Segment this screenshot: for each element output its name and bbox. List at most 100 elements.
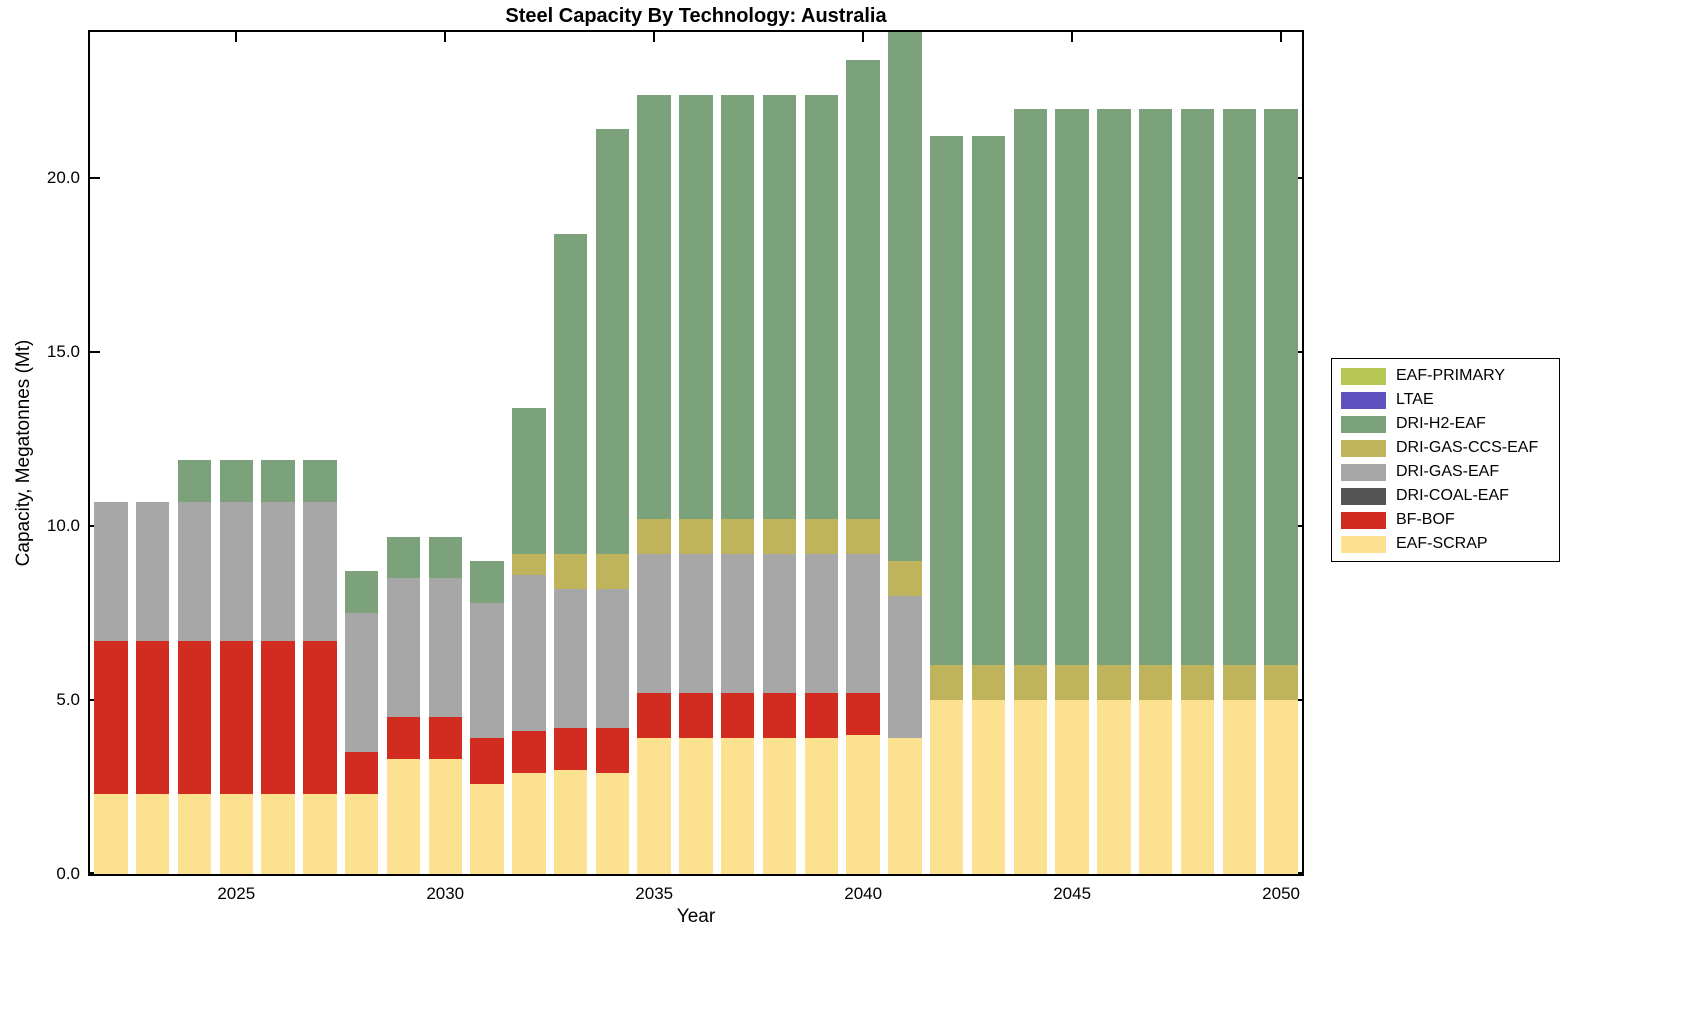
bar-2040 [846, 32, 880, 874]
bar-segment-eaf-scrap [344, 793, 379, 874]
bar-segment-dri-h2-eaf [428, 536, 462, 579]
x-tick-top [862, 32, 865, 42]
bar-segment-dri-gas-eaf [679, 553, 713, 694]
bar-2048 [1180, 32, 1215, 874]
bars-layer [90, 32, 1302, 874]
bar-segment-dri-h2-eaf [177, 459, 212, 502]
x-tick-label: 2030 [426, 884, 465, 903]
bar-segment-dri-gas-eaf [804, 553, 839, 694]
bar-2034 [595, 32, 630, 874]
bar-segment-dri-gas-ccs-eaf [888, 560, 922, 596]
bar-segment-dri-gas-ccs-eaf [1222, 665, 1256, 701]
bar-segment-eaf-scrap [721, 738, 755, 874]
bar-segment-dri-gas-eaf [846, 553, 880, 694]
bar-segment-dri-h2-eaf [1222, 108, 1256, 666]
bar-segment-eaf-scrap [177, 793, 212, 874]
legend-swatch-eaf-scrap [1341, 535, 1386, 553]
bar-segment-eaf-scrap [1139, 700, 1173, 874]
bar-segment-dri-gas-ccs-eaf [595, 553, 630, 589]
bar-segment-dri-gas-eaf [428, 578, 462, 718]
bar-segment-dri-gas-eaf [135, 501, 170, 641]
bar-2049 [1222, 32, 1256, 874]
y-tick-label: 15.0 [46, 342, 80, 362]
bar-segment-bf-bof [679, 693, 713, 739]
x-axis-label: Year [676, 906, 716, 927]
bar-segment-dri-gas-eaf [177, 501, 212, 641]
bar-segment-dri-gas-eaf [470, 602, 504, 739]
y-tick-label: 10.0 [46, 516, 80, 536]
bar-segment-dri-h2-eaf [1180, 108, 1215, 666]
legend-swatch-dri-coal-eaf [1341, 487, 1386, 505]
bar-2032 [512, 32, 546, 874]
bar-2042 [930, 32, 964, 874]
bar-segment-bf-bof [135, 640, 170, 794]
bar-2026 [261, 32, 295, 874]
bar-2039 [804, 32, 839, 874]
bar-segment-dri-h2-eaf [512, 407, 546, 554]
bar-segment-dri-gas-ccs-eaf [512, 553, 546, 575]
bar-segment-eaf-scrap [386, 759, 421, 874]
legend-label: DRI-GAS-CCS-EAF [1396, 439, 1539, 456]
legend-label: DRI-COAL-EAF [1396, 487, 1509, 504]
legend-swatch-bf-bof [1341, 511, 1386, 529]
legend-label: LTAE [1396, 391, 1434, 408]
bar-segment-dri-gas-ccs-eaf [846, 519, 880, 554]
bar-segment-bf-bof [470, 738, 504, 784]
legend-item-eaf-primary: EAF-PRIMARY [1341, 366, 1550, 386]
y-tick-label: 20.0 [46, 168, 80, 188]
bar-segment-eaf-scrap [804, 738, 839, 874]
x-tick-label: 2045 [1053, 884, 1092, 903]
bar-segment-dri-h2-eaf [1055, 108, 1089, 666]
bar-2027 [303, 32, 337, 874]
bar-2025 [219, 32, 253, 874]
bar-segment-dri-gas-eaf [261, 501, 295, 641]
bar-segment-dri-gas-ccs-eaf [762, 519, 797, 554]
x-tick-label: 2050 [1262, 884, 1300, 903]
bar-segment-eaf-scrap [1264, 700, 1298, 874]
legend-item-dri-h2-eaf: DRI-H2-EAF [1341, 414, 1550, 434]
bar-2029 [386, 32, 421, 874]
bar-segment-eaf-scrap [846, 734, 880, 874]
bar-segment-eaf-scrap [1222, 700, 1256, 874]
bar-segment-bf-bof [219, 640, 253, 794]
bar-2022 [94, 32, 128, 874]
bar-segment-dri-gas-eaf [219, 501, 253, 641]
bar-segment-dri-gas-ccs-eaf [721, 519, 755, 554]
x-tick-label: 2040 [844, 884, 883, 903]
legend-label: DRI-H2-EAF [1396, 415, 1486, 432]
bar-segment-dri-gas-eaf [637, 553, 671, 694]
y-tick-label: 0.0 [56, 864, 80, 883]
bar-segment-bf-bof [721, 693, 755, 739]
bar-segment-dri-h2-eaf [721, 94, 755, 520]
bar-segment-dri-h2-eaf [386, 536, 421, 579]
bar-segment-eaf-scrap [261, 793, 295, 874]
bar-segment-eaf-scrap [512, 773, 546, 874]
legend-swatch-eaf-primary [1341, 367, 1386, 385]
y-tick [90, 177, 100, 180]
legend-label: BF-BOF [1396, 511, 1455, 528]
legend: EAF-PRIMARY LTAE DRI-H2-EAF DRI-GAS-CCS-EAF… [1331, 358, 1560, 562]
x-tick-top [653, 32, 656, 42]
bar-segment-dri-gas-ccs-eaf [679, 519, 713, 554]
bar-segment-dri-gas-eaf [512, 574, 546, 732]
bar-segment-dri-h2-eaf [261, 459, 295, 502]
legend-swatch-dri-h2-eaf [1341, 415, 1386, 433]
bar-segment-eaf-scrap [971, 700, 1006, 874]
bar-segment-bf-bof [846, 693, 880, 735]
bar-segment-dri-h2-eaf [553, 233, 588, 554]
x-tick-label: 2035 [635, 884, 674, 903]
bar-segment-dri-gas-eaf [762, 553, 797, 694]
bar-segment-dri-gas-ccs-eaf [1097, 665, 1131, 701]
x-tick-label: 2025 [217, 884, 256, 903]
legend-item-bf-bof: BF-BOF [1341, 510, 1550, 530]
x-tick-top [1280, 32, 1283, 42]
bar-2024 [177, 32, 212, 874]
bar-2044 [1013, 32, 1048, 874]
bar-2045 [1055, 32, 1089, 874]
bar-segment-bf-bof [762, 693, 797, 739]
bar-segment-dri-h2-eaf [679, 94, 713, 520]
bar-segment-dri-gas-ccs-eaf [1013, 665, 1048, 701]
bar-segment-dri-gas-ccs-eaf [1055, 665, 1089, 701]
bar-segment-eaf-scrap [303, 793, 337, 874]
